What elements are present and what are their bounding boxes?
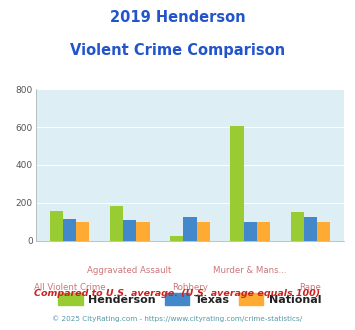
Bar bbox=[170, 236, 183, 241]
Text: Robbery: Robbery bbox=[172, 282, 208, 292]
Bar bbox=[50, 211, 63, 241]
Text: Rape: Rape bbox=[300, 282, 321, 292]
Bar bbox=[244, 221, 257, 241]
Bar bbox=[123, 220, 136, 241]
Text: Compared to U.S. average. (U.S. average equals 100): Compared to U.S. average. (U.S. average … bbox=[34, 289, 321, 298]
Text: Violent Crime Comparison: Violent Crime Comparison bbox=[70, 43, 285, 58]
Bar bbox=[290, 213, 304, 241]
Text: © 2025 CityRating.com - https://www.cityrating.com/crime-statistics/: © 2025 CityRating.com - https://www.city… bbox=[53, 315, 302, 322]
Text: 2019 Henderson: 2019 Henderson bbox=[110, 10, 245, 25]
Legend: Henderson, Texas, National: Henderson, Texas, National bbox=[54, 289, 326, 309]
Text: All Violent Crime: All Violent Crime bbox=[34, 282, 105, 292]
Text: Aggravated Assault: Aggravated Assault bbox=[87, 266, 172, 275]
Bar bbox=[110, 206, 123, 241]
Bar bbox=[63, 219, 76, 241]
Bar bbox=[76, 222, 89, 241]
Bar bbox=[183, 217, 197, 241]
Bar bbox=[317, 222, 330, 241]
Bar bbox=[230, 126, 244, 241]
Bar bbox=[136, 222, 149, 241]
Bar bbox=[197, 222, 210, 241]
Text: Murder & Mans...: Murder & Mans... bbox=[213, 266, 287, 275]
Bar bbox=[257, 222, 270, 241]
Bar bbox=[304, 217, 317, 241]
